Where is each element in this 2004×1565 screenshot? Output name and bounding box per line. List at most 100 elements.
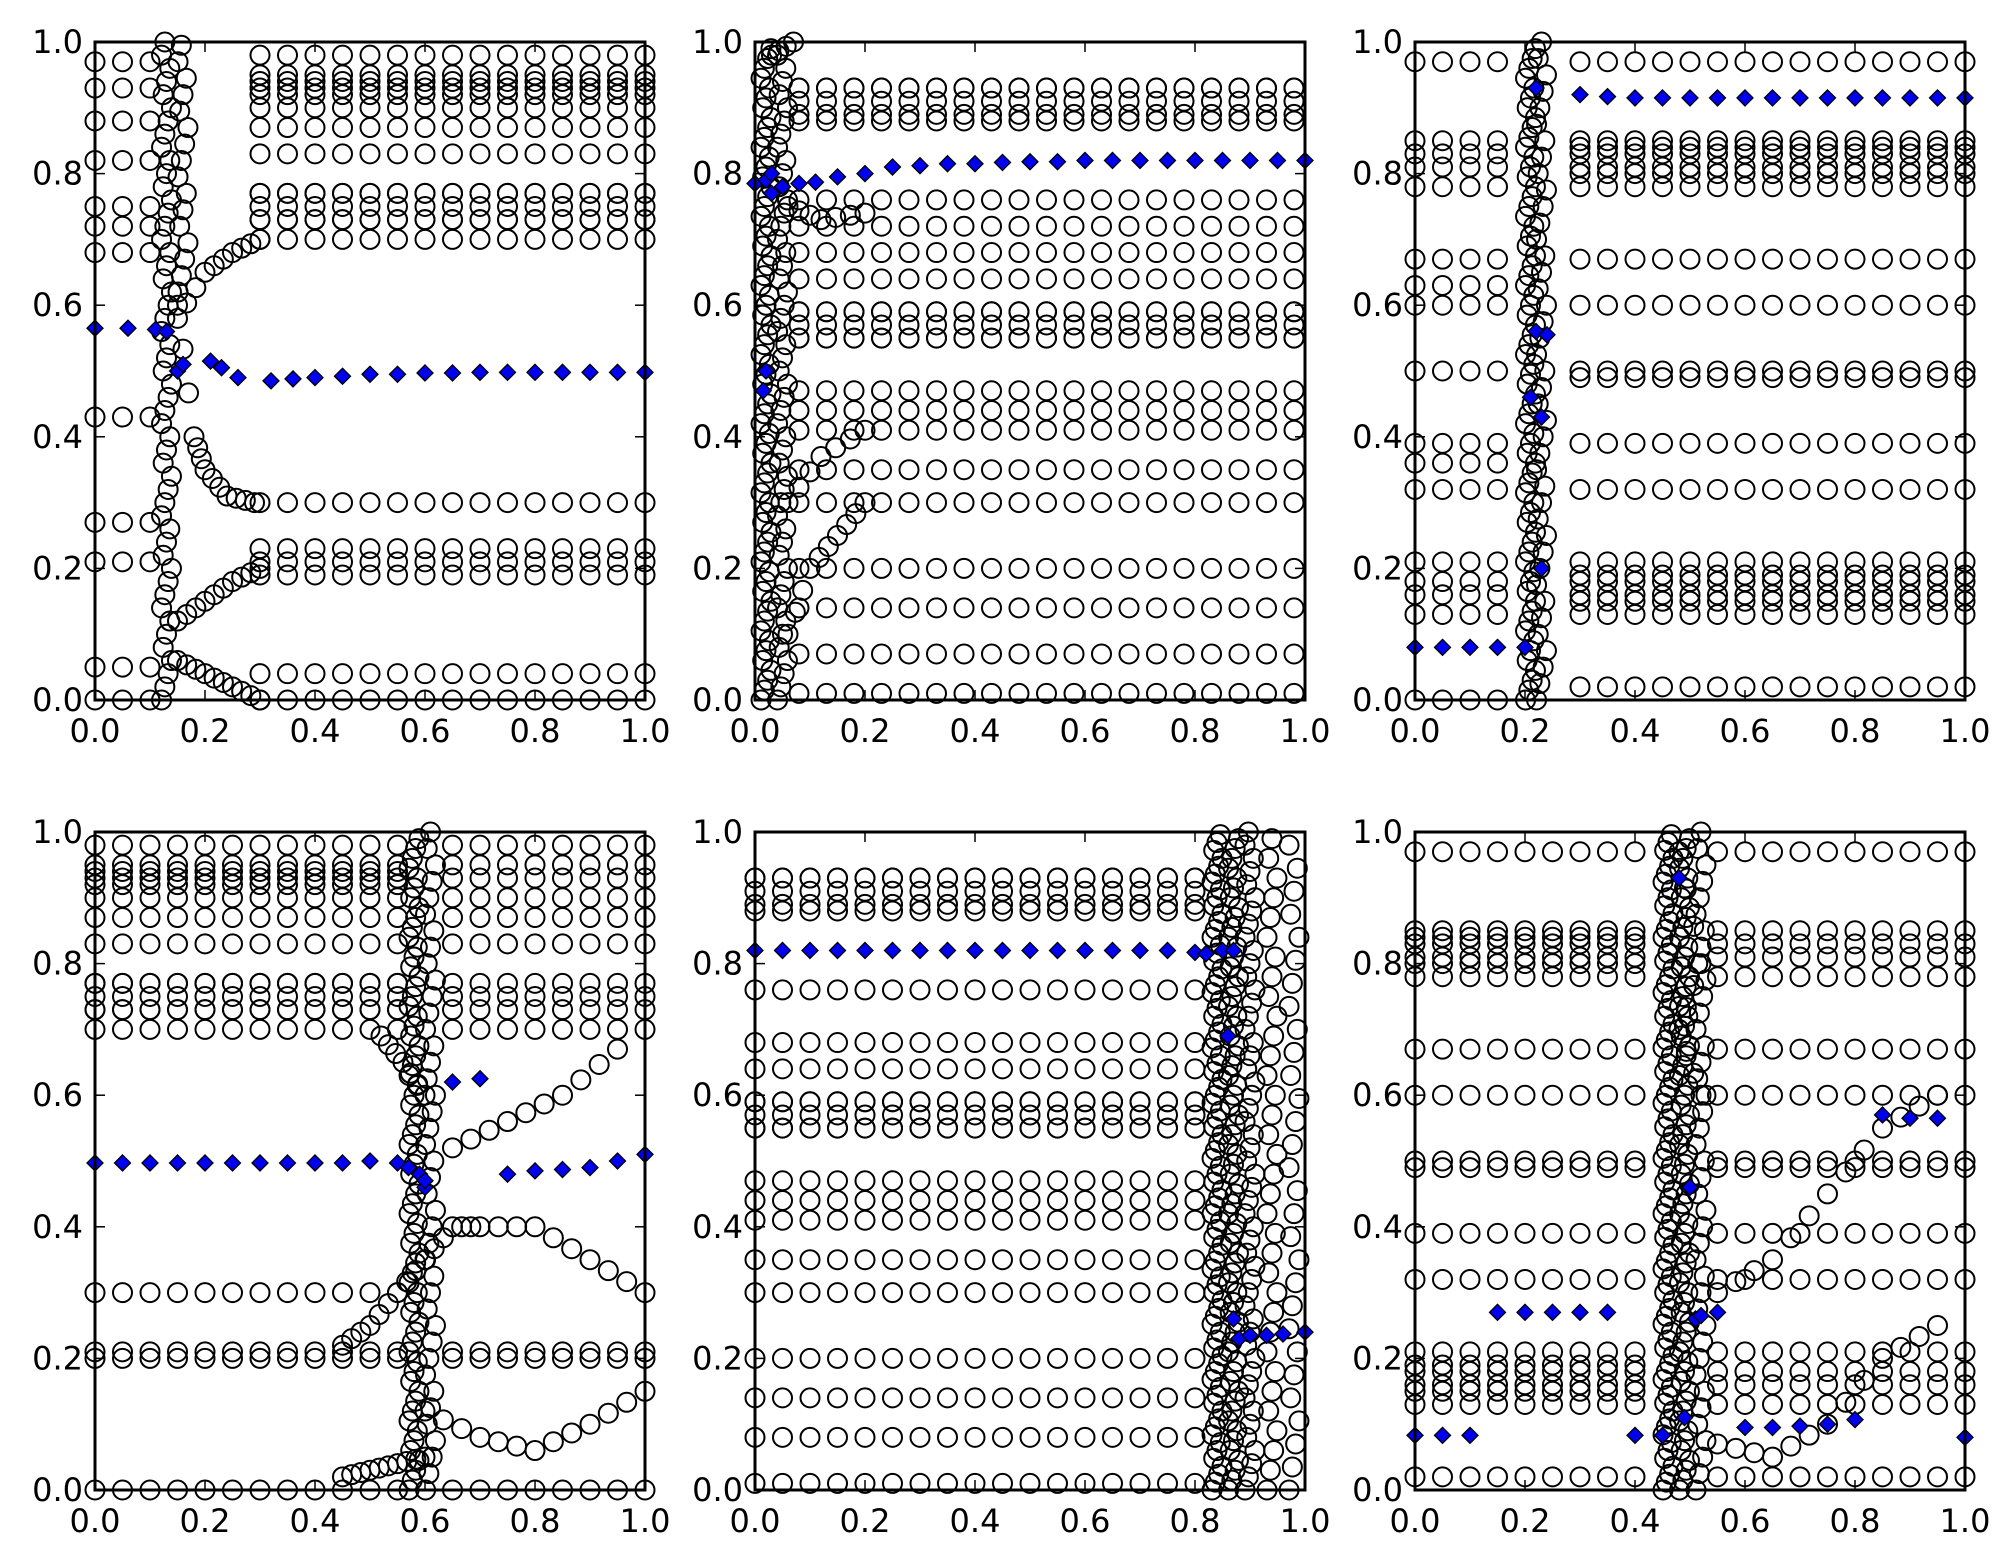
circle-point bbox=[167, 1282, 188, 1304]
circle-point bbox=[442, 1347, 463, 1369]
circle-point bbox=[1683, 915, 1705, 937]
circle-point bbox=[249, 933, 271, 955]
circle-point bbox=[387, 874, 408, 896]
circle-point bbox=[1432, 130, 1453, 152]
circle-point bbox=[112, 874, 133, 896]
circle-point bbox=[1534, 475, 1556, 497]
diamond-point bbox=[1516, 638, 1534, 657]
circle-point bbox=[898, 268, 920, 290]
circle-point bbox=[1008, 242, 1030, 264]
circle-point bbox=[1146, 189, 1167, 211]
circle-point bbox=[1899, 367, 1921, 389]
circle-point bbox=[332, 860, 353, 882]
circle-point bbox=[1157, 1282, 1178, 1304]
circle-point bbox=[1844, 1084, 1866, 1106]
circle-point bbox=[152, 176, 174, 198]
circle-point bbox=[1487, 926, 1508, 948]
circle-point bbox=[981, 419, 1002, 441]
y-tick-label: 0.8 bbox=[32, 945, 83, 983]
circle-point bbox=[1762, 248, 1783, 270]
circle-point bbox=[1047, 1032, 1068, 1054]
circle-point bbox=[854, 1249, 876, 1271]
circle-point bbox=[1219, 887, 1241, 909]
circle-point bbox=[194, 999, 216, 1021]
circle-point bbox=[1285, 949, 1307, 971]
circle-point bbox=[401, 847, 423, 869]
circle-point bbox=[898, 419, 920, 441]
circle-point bbox=[1534, 245, 1556, 267]
circle-point bbox=[249, 1341, 271, 1363]
circle-point bbox=[414, 70, 436, 92]
circle-point bbox=[1762, 1249, 1783, 1271]
circle-point bbox=[953, 77, 975, 99]
circle-point bbox=[937, 1058, 958, 1080]
circle-point bbox=[442, 551, 463, 573]
circle-point bbox=[1670, 1301, 1692, 1323]
circle-point bbox=[1660, 934, 1682, 956]
circle-point bbox=[359, 907, 381, 929]
circle-point bbox=[524, 117, 546, 139]
circle-point bbox=[1872, 590, 1893, 612]
circle-point bbox=[414, 564, 436, 586]
y-tick-label: 0.2 bbox=[1352, 549, 1403, 587]
circle-point bbox=[524, 907, 546, 929]
circle-point bbox=[416, 837, 438, 859]
circle-point bbox=[1872, 1150, 1893, 1172]
circle-point bbox=[1459, 1157, 1481, 1179]
circle-point bbox=[1535, 64, 1557, 86]
circle-point bbox=[1707, 1150, 1728, 1172]
circle-point bbox=[1899, 1157, 1921, 1179]
circle-point bbox=[1652, 248, 1673, 270]
axes-frame bbox=[753, 830, 1307, 1492]
diamond-point bbox=[1021, 941, 1039, 960]
circle-point bbox=[607, 1341, 628, 1363]
circle-point bbox=[1789, 946, 1811, 968]
circle-point bbox=[953, 189, 975, 211]
circle-point bbox=[1844, 478, 1866, 500]
circle-point bbox=[552, 972, 573, 994]
circle-point bbox=[1514, 1268, 1536, 1290]
circle-point bbox=[1624, 926, 1646, 948]
circle-point bbox=[1927, 136, 1948, 158]
circle-point bbox=[432, 1409, 454, 1431]
circle-point bbox=[1074, 1189, 1096, 1211]
circle-point bbox=[1695, 1199, 1717, 1221]
circle-point bbox=[1872, 564, 1893, 586]
circle-point bbox=[194, 1018, 216, 1040]
circle-point bbox=[1569, 590, 1591, 612]
circle-point bbox=[1624, 1084, 1646, 1106]
circle-point bbox=[816, 90, 837, 112]
circle-point bbox=[112, 999, 133, 1021]
circle-point bbox=[937, 1117, 958, 1139]
circle-point bbox=[1597, 367, 1618, 389]
circle-point bbox=[1036, 380, 1057, 402]
circle-point bbox=[799, 1282, 821, 1304]
circle-point bbox=[953, 90, 975, 112]
circle-point bbox=[332, 143, 353, 165]
circle-point bbox=[414, 492, 436, 514]
circle-point bbox=[1670, 1163, 1692, 1185]
circle-point bbox=[1927, 432, 1948, 454]
circle-point bbox=[194, 933, 216, 955]
circle-point bbox=[1624, 294, 1646, 316]
circle-point bbox=[400, 1025, 422, 1047]
circle-point bbox=[1256, 189, 1277, 211]
circle-point bbox=[469, 999, 491, 1021]
circle-point bbox=[1063, 380, 1085, 402]
circle-point bbox=[909, 880, 931, 902]
circle-point bbox=[1844, 551, 1866, 573]
circle-point bbox=[953, 301, 975, 323]
circle-point bbox=[1008, 557, 1030, 579]
circle-point bbox=[1173, 314, 1195, 336]
circle-point bbox=[1899, 966, 1921, 988]
diamond-point bbox=[333, 367, 352, 386]
circle-point bbox=[607, 551, 628, 573]
circle-point bbox=[112, 1282, 133, 1304]
circle-point bbox=[442, 84, 463, 106]
circle-point bbox=[1266, 1005, 1288, 1027]
circle-point bbox=[249, 117, 271, 139]
circle-point bbox=[1734, 1222, 1756, 1244]
circle-point bbox=[1872, 1157, 1893, 1179]
circle-point bbox=[992, 1058, 1013, 1080]
circle-point bbox=[524, 854, 546, 876]
